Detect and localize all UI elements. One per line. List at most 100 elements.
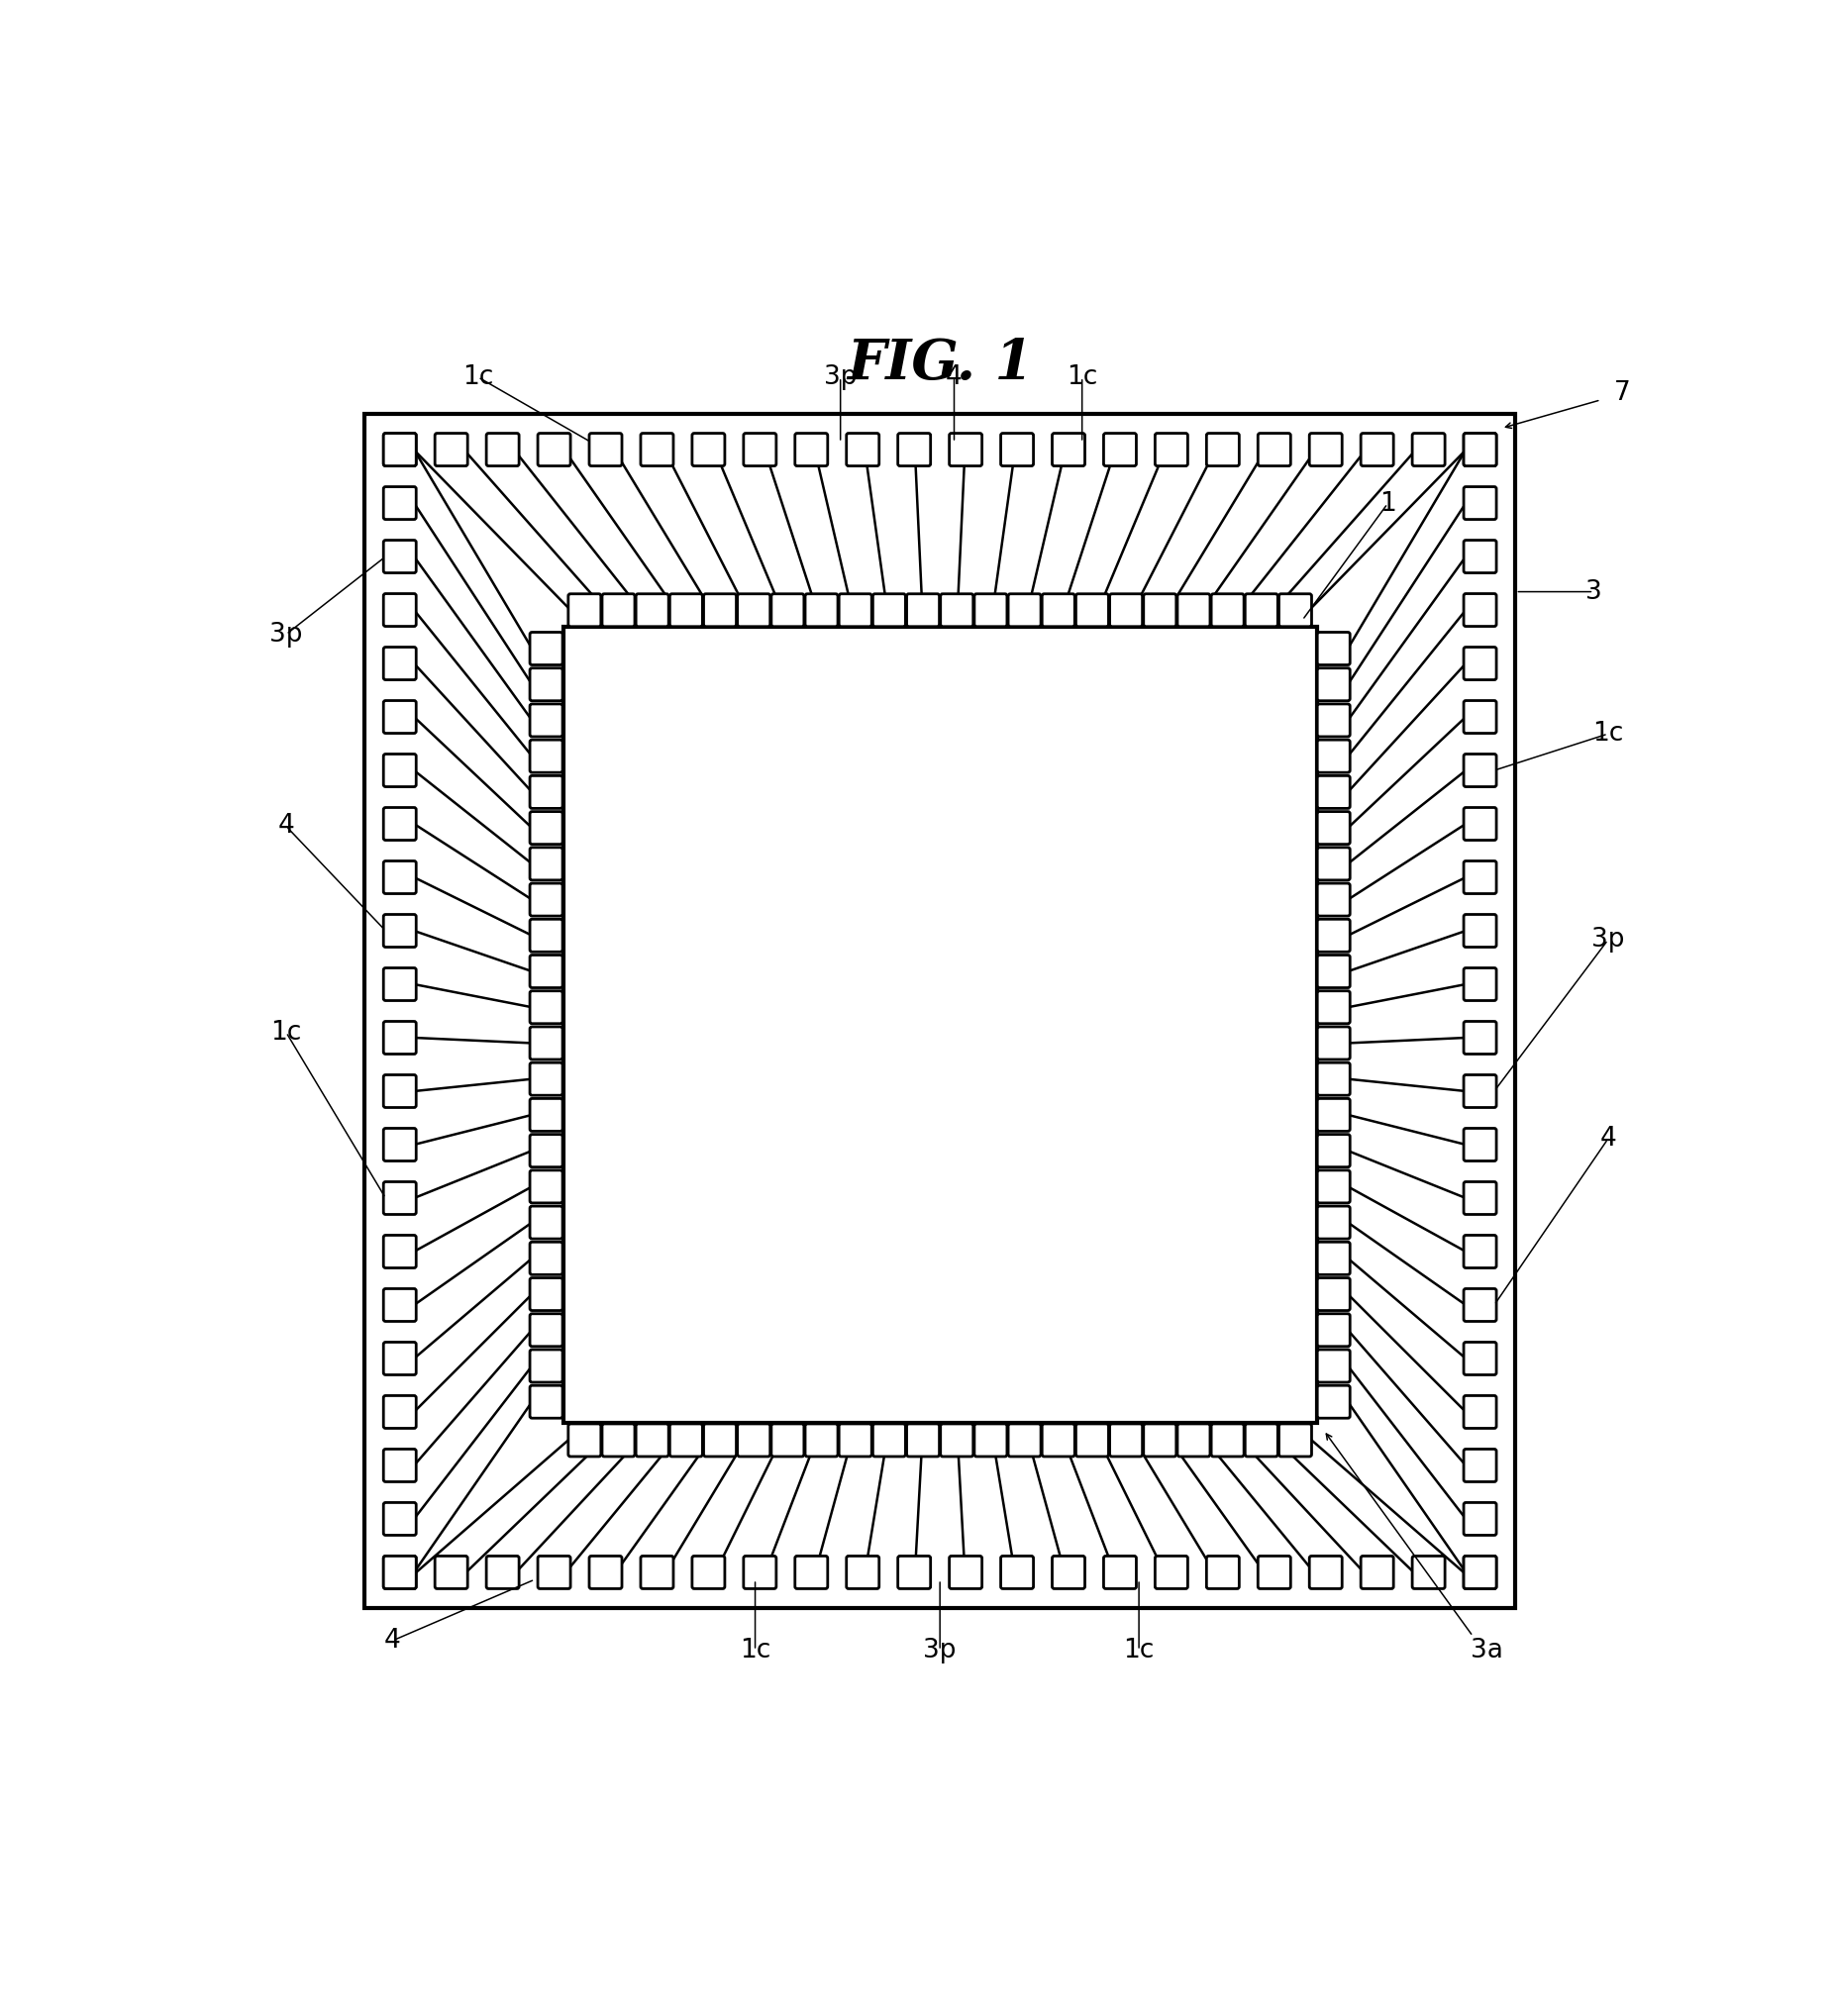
FancyBboxPatch shape: [704, 1423, 735, 1456]
Text: 1c: 1c: [271, 1020, 301, 1044]
FancyBboxPatch shape: [1144, 595, 1176, 627]
FancyBboxPatch shape: [1464, 915, 1497, 948]
FancyBboxPatch shape: [1361, 1556, 1394, 1589]
FancyBboxPatch shape: [1412, 1556, 1445, 1589]
FancyBboxPatch shape: [669, 1423, 702, 1456]
Bar: [563, 627, 1317, 1423]
FancyBboxPatch shape: [941, 1423, 974, 1456]
Text: 4: 4: [946, 365, 963, 389]
FancyBboxPatch shape: [1207, 433, 1240, 466]
Text: 1c: 1c: [462, 365, 493, 389]
FancyBboxPatch shape: [383, 968, 416, 1000]
FancyBboxPatch shape: [383, 1395, 416, 1427]
FancyBboxPatch shape: [1464, 861, 1497, 893]
FancyBboxPatch shape: [1464, 1556, 1497, 1589]
Text: 1: 1: [1379, 490, 1396, 516]
Text: 1c: 1c: [1124, 1637, 1154, 1663]
FancyBboxPatch shape: [530, 883, 563, 915]
FancyBboxPatch shape: [383, 433, 416, 466]
Text: 4: 4: [277, 812, 295, 839]
FancyBboxPatch shape: [530, 1099, 563, 1131]
FancyBboxPatch shape: [974, 1423, 1007, 1456]
FancyBboxPatch shape: [537, 433, 570, 466]
FancyBboxPatch shape: [530, 776, 563, 808]
FancyBboxPatch shape: [589, 1556, 622, 1589]
FancyBboxPatch shape: [530, 1135, 563, 1167]
FancyBboxPatch shape: [602, 1423, 635, 1456]
FancyBboxPatch shape: [1464, 540, 1497, 573]
FancyBboxPatch shape: [530, 847, 563, 881]
Bar: [365, 413, 1515, 1609]
FancyBboxPatch shape: [383, 540, 416, 573]
FancyBboxPatch shape: [691, 1556, 724, 1589]
FancyBboxPatch shape: [383, 1556, 416, 1589]
FancyBboxPatch shape: [873, 595, 906, 627]
FancyBboxPatch shape: [1053, 1556, 1086, 1589]
FancyBboxPatch shape: [1317, 1099, 1350, 1131]
FancyBboxPatch shape: [1110, 595, 1143, 627]
FancyBboxPatch shape: [602, 595, 635, 627]
FancyBboxPatch shape: [530, 1062, 563, 1095]
FancyBboxPatch shape: [383, 1556, 416, 1589]
FancyBboxPatch shape: [1317, 1169, 1350, 1204]
FancyBboxPatch shape: [530, 956, 563, 988]
FancyBboxPatch shape: [383, 1288, 416, 1320]
FancyBboxPatch shape: [1464, 486, 1497, 520]
FancyBboxPatch shape: [383, 808, 416, 841]
FancyBboxPatch shape: [794, 433, 827, 466]
FancyBboxPatch shape: [569, 1423, 602, 1456]
FancyBboxPatch shape: [873, 1423, 906, 1456]
FancyBboxPatch shape: [1245, 1423, 1278, 1456]
FancyBboxPatch shape: [1317, 992, 1350, 1024]
FancyBboxPatch shape: [1464, 808, 1497, 841]
FancyBboxPatch shape: [530, 633, 563, 665]
FancyBboxPatch shape: [1317, 847, 1350, 881]
FancyBboxPatch shape: [737, 595, 770, 627]
FancyBboxPatch shape: [1309, 433, 1342, 466]
FancyBboxPatch shape: [838, 595, 871, 627]
FancyBboxPatch shape: [1412, 433, 1445, 466]
FancyBboxPatch shape: [1278, 1423, 1311, 1456]
FancyBboxPatch shape: [569, 595, 602, 627]
FancyBboxPatch shape: [1210, 595, 1243, 627]
FancyBboxPatch shape: [383, 486, 416, 520]
FancyBboxPatch shape: [435, 433, 468, 466]
Text: 3p: 3p: [923, 1637, 957, 1663]
FancyBboxPatch shape: [950, 433, 981, 466]
FancyBboxPatch shape: [669, 595, 702, 627]
FancyBboxPatch shape: [1077, 1423, 1108, 1456]
FancyBboxPatch shape: [1317, 1026, 1350, 1060]
FancyBboxPatch shape: [1077, 595, 1108, 627]
FancyBboxPatch shape: [1177, 595, 1210, 627]
FancyBboxPatch shape: [1317, 776, 1350, 808]
FancyBboxPatch shape: [1464, 1502, 1497, 1536]
FancyBboxPatch shape: [530, 1242, 563, 1274]
FancyBboxPatch shape: [383, 1022, 416, 1054]
FancyBboxPatch shape: [383, 1075, 416, 1107]
FancyBboxPatch shape: [1464, 1129, 1497, 1161]
FancyBboxPatch shape: [772, 1423, 803, 1456]
FancyBboxPatch shape: [383, 861, 416, 893]
FancyBboxPatch shape: [1317, 1135, 1350, 1167]
FancyBboxPatch shape: [530, 919, 563, 952]
Text: 1c: 1c: [739, 1637, 770, 1663]
FancyBboxPatch shape: [974, 595, 1007, 627]
FancyBboxPatch shape: [1464, 1075, 1497, 1107]
FancyBboxPatch shape: [1464, 433, 1497, 466]
FancyBboxPatch shape: [1317, 1385, 1350, 1417]
Text: 3p: 3p: [823, 365, 856, 389]
FancyBboxPatch shape: [704, 595, 735, 627]
FancyBboxPatch shape: [1317, 919, 1350, 952]
FancyBboxPatch shape: [1317, 1062, 1350, 1095]
FancyBboxPatch shape: [537, 1556, 570, 1589]
FancyBboxPatch shape: [1317, 1314, 1350, 1347]
FancyBboxPatch shape: [383, 593, 416, 627]
FancyBboxPatch shape: [1464, 754, 1497, 786]
FancyBboxPatch shape: [1464, 1450, 1497, 1482]
FancyBboxPatch shape: [1042, 1423, 1075, 1456]
FancyBboxPatch shape: [383, 1343, 416, 1375]
FancyBboxPatch shape: [1317, 883, 1350, 915]
FancyBboxPatch shape: [1464, 702, 1497, 734]
FancyBboxPatch shape: [435, 1556, 468, 1589]
FancyBboxPatch shape: [1464, 968, 1497, 1000]
